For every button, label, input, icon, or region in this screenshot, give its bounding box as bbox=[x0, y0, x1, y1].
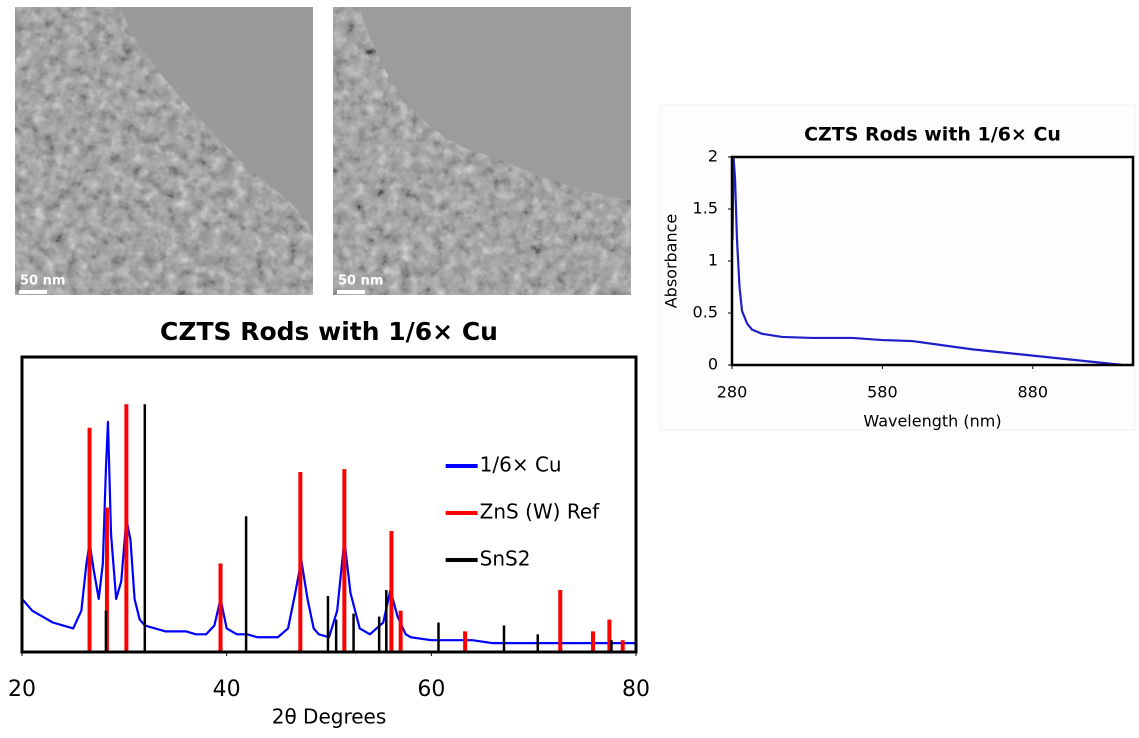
tem-image: 50 nm bbox=[15, 7, 313, 295]
y-tick-label: 0.5 bbox=[693, 303, 718, 322]
x-tick-label: 20 bbox=[8, 677, 36, 702]
legend-label: SnS2 bbox=[480, 547, 531, 571]
data-line bbox=[21, 420, 636, 645]
plot-frame bbox=[20, 355, 638, 654]
tem-image: 50 nm bbox=[333, 7, 631, 295]
y-tick-label: 1 bbox=[708, 251, 718, 270]
scale-label: 50 nm bbox=[20, 274, 65, 289]
data-line bbox=[731, 155, 1124, 367]
x-axis-label: Wavelength (nm) bbox=[863, 412, 1001, 431]
chart-title: CZTS Rods with 1/6× Cu bbox=[160, 317, 498, 346]
legend-label: ZnS (W) Ref bbox=[480, 500, 600, 524]
x-tick-label: 40 bbox=[213, 677, 241, 702]
chart-title: CZTS Rods with 1/6× Cu bbox=[804, 124, 1061, 146]
x-axis-label: 2θ Degrees bbox=[272, 705, 387, 729]
y-axis-label: Absorbance bbox=[662, 214, 681, 309]
y-tick-label: 0 bbox=[708, 355, 718, 374]
x-tick-label: 580 bbox=[867, 383, 898, 402]
x-tick-label: 80 bbox=[622, 677, 650, 702]
x-tick-label: 60 bbox=[417, 677, 445, 702]
scale-label: 50 nm bbox=[338, 274, 383, 289]
y-tick-label: 2 bbox=[708, 147, 718, 166]
x-tick-label: 280 bbox=[717, 383, 748, 402]
y-tick-label: 1.5 bbox=[693, 199, 718, 218]
x-tick-label: 880 bbox=[1017, 383, 1048, 402]
legend-label: 1/6× Cu bbox=[480, 453, 562, 477]
plot-frame bbox=[730, 155, 1135, 367]
